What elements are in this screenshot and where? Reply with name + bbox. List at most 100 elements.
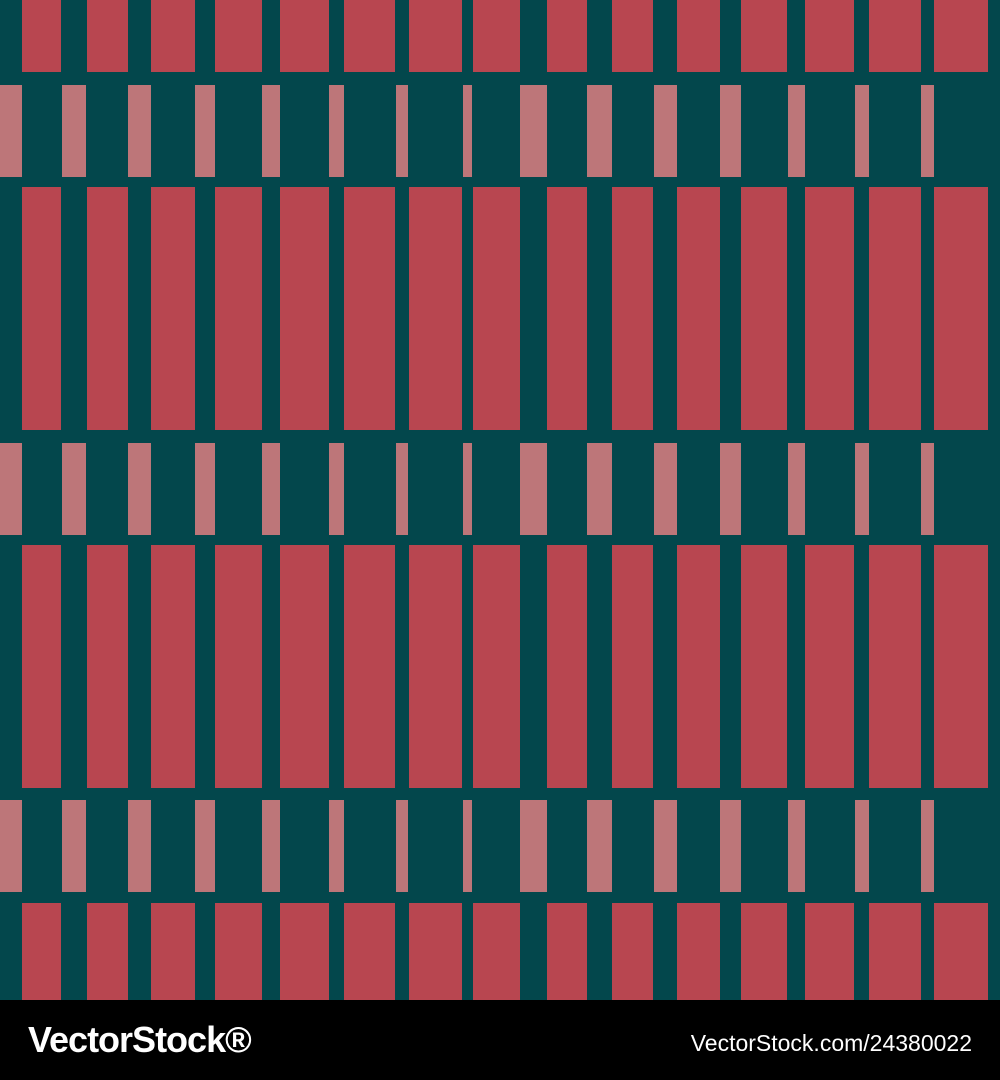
red-bar	[741, 903, 787, 1000]
pink-bar	[463, 443, 472, 535]
red-bar	[409, 545, 462, 788]
pink-bar	[62, 443, 86, 535]
pink-bar	[396, 443, 408, 535]
red-bar	[677, 0, 720, 72]
pink-bar	[520, 443, 547, 535]
red-bar	[215, 0, 262, 72]
pink-bar	[788, 85, 805, 177]
red-bar	[22, 0, 61, 72]
pink-bar	[520, 85, 547, 177]
red-bar	[547, 903, 587, 1000]
pink-bar	[855, 800, 869, 892]
pink-bar	[654, 85, 677, 177]
pink-bar	[463, 85, 472, 177]
red-bar	[869, 903, 921, 1000]
red-bar	[547, 545, 587, 788]
red-bar	[344, 187, 395, 430]
red-bar	[677, 903, 720, 1000]
red-bar	[151, 0, 195, 72]
red-bar	[612, 545, 653, 788]
brand: VectorStock®	[28, 1019, 251, 1060]
pink-bar	[128, 443, 151, 535]
pink-bar	[463, 800, 472, 892]
pink-bar	[788, 443, 805, 535]
red-bar	[741, 545, 787, 788]
pink-bar	[855, 85, 869, 177]
watermark-bar	[0, 1000, 1000, 1080]
red-bar	[612, 187, 653, 430]
pink-bar	[329, 443, 344, 535]
pink-bar	[520, 800, 547, 892]
pink-bar	[788, 800, 805, 892]
pink-bar	[654, 800, 677, 892]
red-bar	[87, 903, 128, 1000]
pink-bar	[654, 443, 677, 535]
red-bar	[805, 0, 854, 72]
red-bar	[741, 187, 787, 430]
pink-bar	[587, 85, 612, 177]
red-bar	[869, 187, 921, 430]
red-bar	[151, 545, 195, 788]
red-bar	[409, 903, 462, 1000]
pink-bar	[262, 85, 280, 177]
pink-bar	[720, 85, 741, 177]
red-bar	[22, 187, 61, 430]
red-bar	[677, 545, 720, 788]
pink-bar	[921, 85, 934, 177]
red-bar	[741, 0, 787, 72]
red-bar	[280, 0, 329, 72]
pink-bar	[921, 443, 934, 535]
pink-bar	[329, 85, 344, 177]
red-bar	[473, 545, 520, 788]
red-bar	[22, 903, 61, 1000]
pink-bar	[587, 443, 612, 535]
red-bar	[409, 187, 462, 430]
red-bar	[409, 0, 462, 72]
red-bar	[87, 545, 128, 788]
red-bar	[805, 903, 854, 1000]
red-bar	[934, 545, 988, 788]
pink-bar	[262, 443, 280, 535]
pink-bar	[720, 800, 741, 892]
red-bar	[87, 0, 128, 72]
image-id: VectorStock.com/24380022	[691, 1030, 972, 1056]
pink-bar	[329, 800, 344, 892]
red-bar	[280, 545, 329, 788]
red-bar	[934, 0, 988, 72]
pink-bar	[921, 800, 934, 892]
red-bar	[547, 0, 587, 72]
red-bar	[612, 903, 653, 1000]
red-bar	[473, 187, 520, 430]
red-bar	[151, 187, 195, 430]
pink-bar	[855, 443, 869, 535]
stripes	[0, 0, 988, 1000]
pink-bar	[0, 443, 22, 535]
red-bar	[22, 545, 61, 788]
red-bar	[473, 0, 520, 72]
background	[0, 0, 1000, 1000]
pink-bar	[0, 800, 22, 892]
pink-bar	[195, 800, 215, 892]
red-bar	[612, 0, 653, 72]
red-bar	[87, 187, 128, 430]
red-bar	[547, 187, 587, 430]
pink-bar	[62, 85, 86, 177]
pink-bar	[195, 85, 215, 177]
pink-bar	[62, 800, 86, 892]
red-bar	[280, 187, 329, 430]
pink-bar	[195, 443, 215, 535]
red-bar	[215, 903, 262, 1000]
red-bar	[151, 903, 195, 1000]
pink-bar	[128, 800, 151, 892]
red-bar	[344, 545, 395, 788]
red-bar	[805, 545, 854, 788]
red-bar	[344, 0, 395, 72]
red-bar	[869, 545, 921, 788]
red-bar	[280, 903, 329, 1000]
red-bar	[677, 187, 720, 430]
red-bar	[869, 0, 921, 72]
pink-bar	[396, 85, 408, 177]
pink-bar	[587, 800, 612, 892]
